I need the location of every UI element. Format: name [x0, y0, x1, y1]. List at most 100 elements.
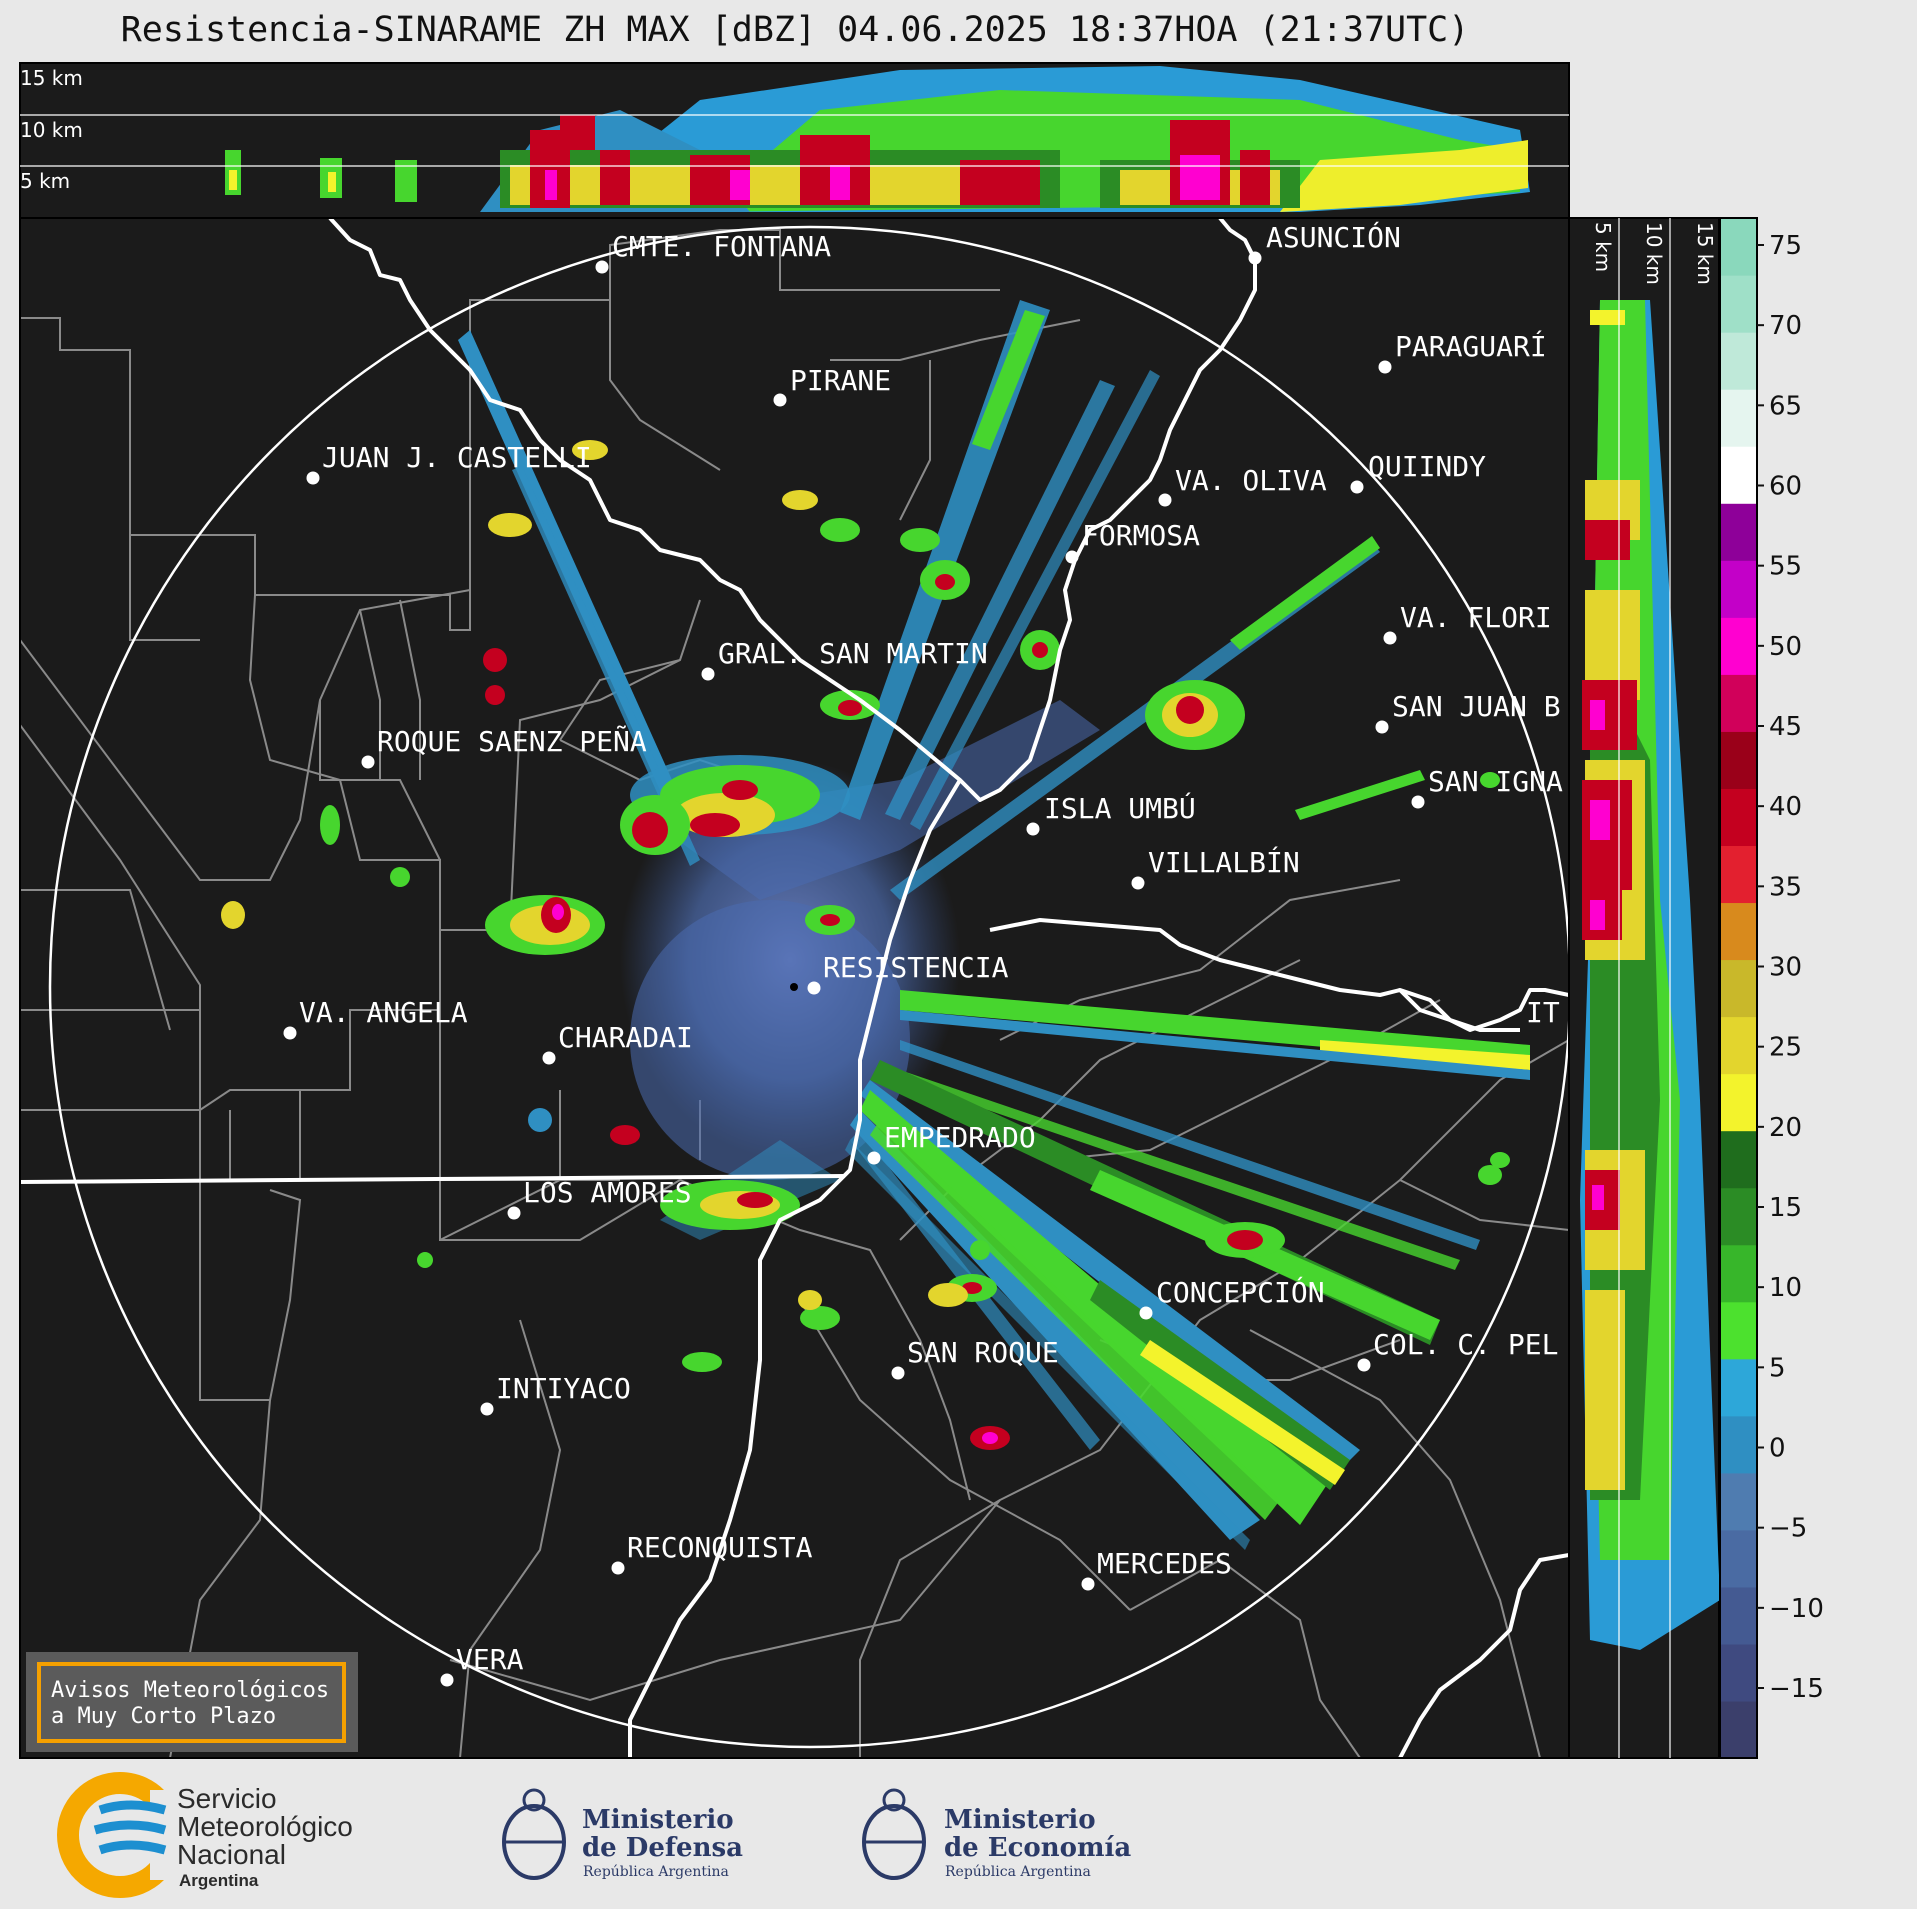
place-markers: [283, 251, 1425, 1687]
colorbar-step: [1720, 1529, 1757, 1588]
defensa-line1: Ministerio: [582, 1805, 734, 1835]
warning-box-line2: a Muy Corto Plazo: [51, 1704, 276, 1729]
colorbar-step: [1720, 959, 1757, 1018]
colorbar-step: [1720, 674, 1757, 732]
side-height-label-5: 5 km: [1591, 222, 1615, 272]
place-label-juan-j-castelli: JUAN J. CASTELLI: [322, 441, 592, 474]
place-label-it: IT: [1526, 996, 1560, 1029]
place-label-vera: VERA: [456, 1643, 524, 1676]
side-height-label-15: 15 km: [1693, 222, 1717, 285]
place-label-col-c-pel: COL. C. PEL: [1373, 1328, 1558, 1361]
colorbar-tick-label: 55: [1769, 552, 1802, 582]
colorbar-tick-label: 0: [1769, 1434, 1786, 1464]
place-label-roque-saenz-pena: ROQUE SAENZ PEÑA: [377, 724, 647, 758]
colorbar-step: [1720, 503, 1757, 561]
colorbar-step: [1720, 389, 1757, 447]
map-title: Resistencia-SINARAME ZH MAX [dBZ] 04.06.…: [120, 10, 1470, 50]
defensa-line2: de Defensa: [582, 1833, 743, 1863]
top-panel-echoes: [225, 66, 1530, 212]
colorbar-tick-label: 15: [1769, 1193, 1802, 1223]
colorbar-step: [1720, 218, 1757, 276]
place-label-villalbin: VILLALBÍN: [1148, 845, 1300, 879]
range-ring: [48, 225, 1569, 1749]
colorbar-step: [1720, 1130, 1757, 1189]
top-height-label-5: 5 km: [20, 169, 70, 193]
place-label-gral-san-martin: GRAL. SAN MARTIN: [718, 637, 988, 670]
economia-line2: de Economía: [944, 1833, 1131, 1863]
colorbar-tick-label: 25: [1769, 1033, 1802, 1063]
colorbar-step: [1720, 275, 1757, 333]
storm-cells: [221, 440, 1510, 1450]
top-height-panel: 15 km 10 km 5 km: [19, 62, 1570, 219]
top-height-label-15: 15 km: [20, 66, 83, 90]
smn-line4: Argentina: [179, 1871, 259, 1890]
place-label-formosa: FORMOSA: [1082, 519, 1200, 552]
colorbar-step: [1720, 446, 1757, 504]
colorbar-step: [1720, 1586, 1757, 1645]
colorbar-step: [1720, 560, 1757, 618]
defensa-logo: Ministerio de Defensa República Argentin…: [502, 1788, 743, 1880]
place-label-san-juan-b: SAN JUAN B: [1392, 690, 1561, 723]
defensa-line3: República Argentina: [583, 1864, 729, 1880]
colorbar-step: [1720, 902, 1757, 961]
colorbar-step: [1720, 845, 1757, 904]
place-label-reconquista: RECONQUISTA: [627, 1531, 813, 1564]
colorbar-tick-label: 35: [1769, 872, 1802, 902]
economia-logo: Ministerio de Economía República Argenti…: [862, 1788, 1131, 1880]
top-height-label-10: 10 km: [20, 118, 83, 142]
place-label-va-oliva: VA. OLIVA: [1175, 464, 1327, 497]
place-label-empedrado: EMPEDRADO: [884, 1121, 1036, 1154]
place-label-va-angela: VA. ANGELA: [299, 996, 468, 1029]
place-label-charadai: CHARADAI: [558, 1021, 693, 1054]
colorbar-step: [1720, 1244, 1757, 1303]
rivers-borders: [20, 218, 1569, 1758]
place-label-pirane: PIRANE: [790, 364, 891, 397]
smn-logo: Servicio Meteorológico Nacional Argentin…: [57, 1772, 353, 1898]
colorbar-tick-label: −15: [1769, 1674, 1824, 1704]
place-label-isla-umbu: ISLA UMBÚ: [1044, 791, 1196, 825]
colorbar-tick-label: 75: [1769, 231, 1802, 261]
place-label-san-igna: SAN IGNA: [1428, 765, 1563, 798]
colorbar-step: [1720, 1301, 1757, 1360]
colorbar-step: [1720, 788, 1757, 847]
map-panel: CMTE. FONTANA ASUNCIÓN PARAGUARÍ PIRANE …: [19, 217, 1570, 1759]
place-label-resistencia: RESISTENCIA: [823, 951, 1009, 984]
place-labels: CMTE. FONTANA ASUNCIÓN PARAGUARÍ PIRANE …: [299, 220, 1563, 1676]
colorbar-step: [1720, 1187, 1757, 1246]
warning-box[interactable]: Avisos Meteorológicos a Muy Corto Plazo: [26, 1652, 358, 1752]
colorbar-step: [1720, 1016, 1757, 1075]
place-label-mercedes: MERCEDES: [1097, 1547, 1232, 1580]
economia-line1: Ministerio: [944, 1805, 1096, 1835]
economia-coat-of-arms-icon: [862, 1788, 926, 1880]
place-label-paraguari: PARAGUARÍ: [1395, 329, 1547, 363]
colorbar-step: [1720, 1700, 1757, 1759]
colorbar-tick-label: 40: [1769, 792, 1802, 822]
economia-line3: República Argentina: [945, 1864, 1091, 1880]
smn-line3: Nacional: [177, 1839, 286, 1870]
radar-echoes: [458, 300, 1530, 1550]
place-label-intiyaco: INTIYACO: [496, 1372, 631, 1405]
place-label-asuncion: ASUNCIÓN: [1266, 220, 1401, 254]
colorbar-tick-label: 10: [1769, 1273, 1802, 1303]
smn-line2: Meteorológico: [177, 1811, 353, 1842]
defensa-coat-of-arms-icon: [502, 1788, 566, 1880]
place-label-quiindy: QUIINDY: [1368, 450, 1486, 483]
colorbar-tick-label: 50: [1769, 632, 1802, 662]
colorbar-tick-label: 5: [1769, 1353, 1786, 1383]
side-height-panel: 5 km 10 km 15 km: [1568, 217, 1720, 1759]
warning-box-line1: Avisos Meteorológicos: [51, 1678, 329, 1703]
colorbar-tick-label: 65: [1769, 391, 1802, 421]
colorbar-tick-label: 45: [1769, 712, 1802, 742]
colorbar-step: [1720, 332, 1757, 390]
colorbar-tick-label: 70: [1769, 311, 1802, 341]
colorbar-step: [1720, 731, 1757, 789]
colorbar-tick-label: −5: [1769, 1514, 1807, 1544]
colorbar-step: [1720, 1073, 1757, 1132]
colorbar-tick-label: 20: [1769, 1113, 1802, 1143]
colorbar-tick-label: 60: [1769, 472, 1802, 502]
place-label-san-roque: SAN ROQUE: [907, 1336, 1059, 1369]
place-label-los-amores: LOS AMORES: [523, 1176, 692, 1209]
colorbar-step: [1720, 1643, 1757, 1702]
